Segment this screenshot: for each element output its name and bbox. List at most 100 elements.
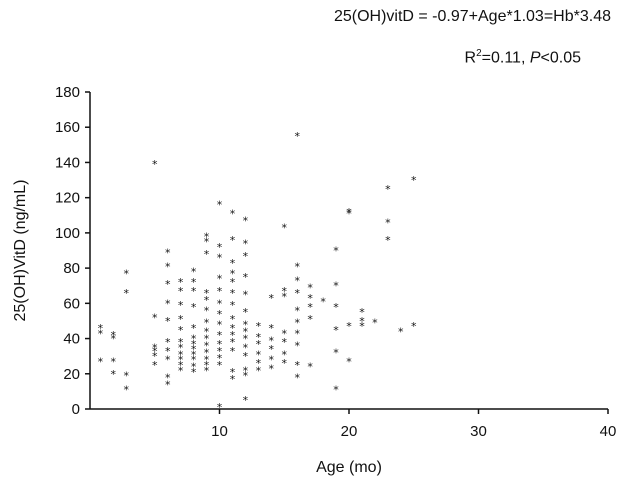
data-point: *	[269, 322, 275, 335]
data-point: *	[333, 324, 339, 337]
data-point: *	[124, 384, 130, 397]
data-point: *	[165, 315, 171, 328]
data-point: *	[385, 234, 391, 247]
data-point: *	[217, 199, 223, 212]
regression-equation: 25(OH)vitD = -0.97+Age*1.03=Hb*3.48	[333, 8, 611, 25]
data-point: *	[256, 331, 262, 344]
data-point: *	[204, 359, 210, 372]
data-point: *	[372, 317, 378, 330]
data-point: *	[98, 355, 104, 368]
data-point: *	[294, 130, 300, 143]
data-point: *	[204, 294, 210, 307]
data-point: *	[230, 336, 236, 349]
data-point: *	[178, 364, 184, 377]
data-point: *	[191, 322, 197, 335]
data-point: *	[191, 333, 197, 346]
data-point: *	[243, 326, 249, 339]
data-point: *	[269, 292, 275, 305]
data-point: *	[165, 278, 171, 291]
data-point: *	[204, 326, 210, 339]
data-point: *	[165, 354, 171, 367]
data-point: *	[191, 301, 197, 314]
data-point: *	[217, 308, 223, 321]
data-point: *	[359, 306, 365, 319]
data-point: *	[282, 336, 288, 349]
data-point: *	[204, 248, 210, 261]
data-point: *	[165, 371, 171, 384]
data-point: *	[282, 327, 288, 340]
data-point: *	[243, 318, 249, 331]
y-tick-label: 20	[63, 366, 80, 383]
data-point: *	[269, 354, 275, 367]
data-point: *	[111, 329, 117, 342]
data-point: *	[152, 359, 158, 372]
data-point: *	[269, 362, 275, 375]
data-point: *	[282, 285, 288, 298]
data-point: *	[307, 313, 313, 326]
data-point: *	[204, 287, 210, 300]
data-point: *	[165, 345, 171, 358]
y-tick-label: 80	[63, 260, 80, 277]
data-point: *	[243, 237, 249, 250]
data-point: *	[178, 348, 184, 361]
data-point: *	[217, 352, 223, 365]
data-point: *	[243, 306, 249, 319]
data-points: ****************************************…	[98, 130, 417, 414]
data-point: *	[217, 297, 223, 310]
data-point: *	[346, 320, 352, 333]
data-point: *	[385, 216, 391, 229]
data-point: *	[165, 297, 171, 310]
data-point: *	[307, 292, 313, 305]
data-point: *	[359, 315, 365, 328]
data-point: *	[217, 318, 223, 331]
data-point: *	[204, 304, 210, 317]
data-point: *	[165, 336, 171, 349]
data-point: *	[243, 394, 249, 407]
data-point: *	[204, 317, 210, 330]
data-point: *	[165, 378, 171, 391]
data-point: *	[346, 208, 352, 221]
data-point: *	[269, 334, 275, 347]
y-tick-label: 140	[55, 154, 80, 171]
r2-superscript: 2	[476, 48, 482, 59]
x-axis-label: Age (mo)	[316, 459, 382, 476]
data-point: *	[217, 273, 223, 286]
data-point: *	[333, 245, 339, 258]
data-point: *	[333, 280, 339, 293]
data-point: *	[204, 340, 210, 353]
data-point: *	[243, 364, 249, 377]
y-axis-label: 25(OH)VitD (ng/mL)	[12, 180, 29, 322]
data-point: *	[230, 366, 236, 379]
data-point: *	[178, 299, 184, 312]
data-point: *	[124, 370, 130, 383]
data-point: *	[178, 324, 184, 337]
data-point: *	[124, 267, 130, 280]
data-point: *	[398, 326, 404, 339]
data-point: *	[217, 345, 223, 358]
data-point: *	[152, 311, 158, 324]
data-point: *	[204, 354, 210, 367]
data-point: *	[411, 174, 417, 187]
data-point: *	[243, 333, 249, 346]
data-point: *	[191, 361, 197, 374]
data-point: *	[230, 234, 236, 247]
data-point: *	[178, 285, 184, 298]
data-point: *	[282, 290, 288, 303]
data-point: *	[385, 183, 391, 196]
data-point: *	[191, 266, 197, 279]
y-tick-label: 160	[55, 119, 80, 136]
data-point: *	[256, 348, 262, 361]
data-point: *	[152, 345, 158, 358]
data-point: *	[111, 333, 117, 346]
data-point: *	[217, 241, 223, 254]
data-point: *	[230, 267, 236, 280]
data-point: *	[333, 347, 339, 360]
data-point: *	[256, 338, 262, 351]
data-point: *	[294, 340, 300, 353]
data-point: *	[204, 230, 210, 243]
data-point: *	[98, 322, 104, 335]
data-point: *	[165, 260, 171, 273]
data-point: *	[307, 281, 313, 294]
data-point: *	[191, 285, 197, 298]
